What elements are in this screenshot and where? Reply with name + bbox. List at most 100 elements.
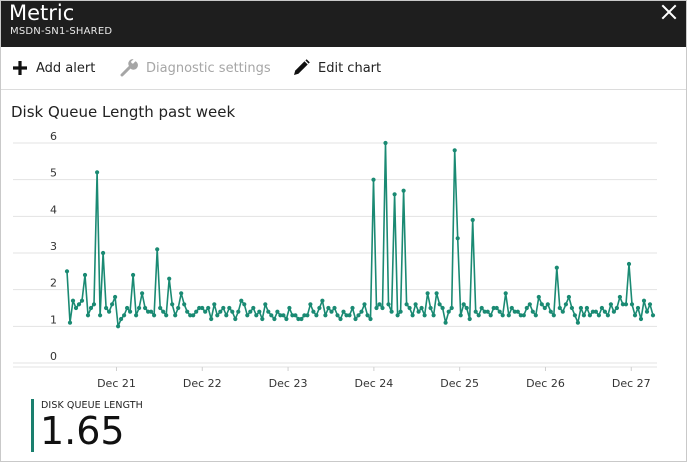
data-point — [173, 313, 178, 318]
data-point — [497, 309, 502, 314]
add-alert-button[interactable]: Add alert — [11, 58, 95, 78]
y-axis-ticks: 0 1 2 3 4 5 6 — [50, 130, 57, 363]
data-point — [79, 298, 85, 303]
data-point — [155, 247, 160, 252]
data-point — [281, 313, 286, 318]
data-point — [449, 305, 454, 311]
data-point — [152, 313, 157, 318]
data-point — [215, 313, 220, 318]
data-point — [254, 313, 259, 318]
data-point — [242, 302, 247, 307]
data-point — [620, 302, 626, 307]
data-point — [527, 302, 532, 307]
data-point — [629, 302, 635, 307]
data-point — [323, 313, 328, 318]
data-point — [299, 316, 304, 322]
data-point — [377, 302, 382, 307]
data-point — [503, 291, 508, 296]
close-button[interactable] — [659, 2, 679, 22]
data-point — [221, 305, 226, 311]
x-tick-label: Dec 24 — [354, 377, 393, 390]
data-point — [482, 309, 487, 314]
data-point — [638, 316, 644, 322]
data-point — [194, 309, 199, 314]
data-point — [632, 313, 638, 318]
data-point — [359, 309, 364, 314]
data-point — [143, 305, 148, 311]
data-point — [170, 302, 175, 307]
data-point — [248, 309, 253, 314]
y-tick-label: 5 — [50, 167, 57, 180]
data-point — [581, 313, 587, 318]
data-point — [308, 302, 313, 307]
data-point — [512, 309, 517, 314]
data-point — [200, 305, 205, 311]
diagnostic-settings-button[interactable]: Diagnostic settings — [119, 58, 271, 78]
data-point — [494, 305, 499, 311]
data-point — [404, 302, 409, 307]
data-point — [344, 313, 349, 318]
add-alert-label: Add alert — [36, 60, 96, 76]
data-point — [479, 305, 484, 311]
data-point — [227, 305, 232, 311]
edit-chart-button[interactable]: Edit chart — [291, 58, 381, 78]
data-point — [290, 313, 295, 318]
data-point — [374, 305, 379, 311]
data-point — [91, 302, 97, 307]
data-point — [605, 313, 611, 318]
data-point — [611, 309, 617, 314]
data-point — [623, 302, 629, 307]
data-point — [257, 309, 262, 314]
data-point — [101, 250, 106, 256]
data-point — [305, 313, 310, 318]
chart-title: Disk Queue Length past week — [11, 103, 236, 121]
data-point — [416, 309, 421, 314]
data-point — [224, 313, 229, 318]
data-point — [95, 170, 100, 175]
data-point — [563, 302, 569, 307]
data-point — [428, 305, 433, 311]
data-point — [422, 313, 427, 318]
data-point — [533, 313, 538, 318]
data-point — [110, 302, 115, 307]
data-point — [122, 313, 127, 318]
data-point — [530, 309, 535, 314]
data-point — [269, 313, 274, 318]
data-point — [443, 320, 448, 325]
data-point — [569, 305, 575, 311]
x-axis-ticks: Dec 21 Dec 22 Dec 23 Dec 24 Dec 25 Dec 26 Dec … — [97, 367, 651, 390]
data-point — [212, 302, 217, 307]
data-point — [407, 305, 412, 311]
data-point — [386, 302, 391, 307]
title-bar: Metric MSDN-SN1-SHARED — [1, 1, 686, 47]
metric-accent-bar — [31, 399, 34, 452]
chart-series — [64, 140, 656, 329]
data-point — [64, 269, 70, 274]
data-point — [473, 309, 478, 314]
data-point — [113, 294, 118, 300]
data-point — [470, 217, 475, 223]
data-point — [263, 302, 268, 307]
data-point — [476, 313, 481, 318]
diagnostic-settings-label: Diagnostic settings — [146, 60, 271, 76]
data-point — [326, 305, 331, 311]
data-point — [398, 309, 403, 314]
data-point — [131, 272, 136, 278]
command-bar: Add alert Diagnostic settings Edit chart — [1, 47, 686, 90]
data-point — [614, 305, 620, 311]
data-point — [197, 305, 202, 311]
data-point — [236, 309, 241, 314]
data-point — [587, 313, 593, 318]
data-point — [485, 309, 490, 314]
data-point — [284, 316, 289, 322]
data-point — [335, 313, 340, 318]
x-tick-label: Dec 22 — [183, 377, 222, 390]
data-point — [383, 140, 388, 146]
data-point — [461, 302, 466, 307]
y-tick-label: 6 — [50, 130, 57, 143]
x-tick-label: Dec 25 — [440, 377, 479, 390]
data-point — [539, 302, 544, 307]
data-point — [266, 309, 271, 314]
